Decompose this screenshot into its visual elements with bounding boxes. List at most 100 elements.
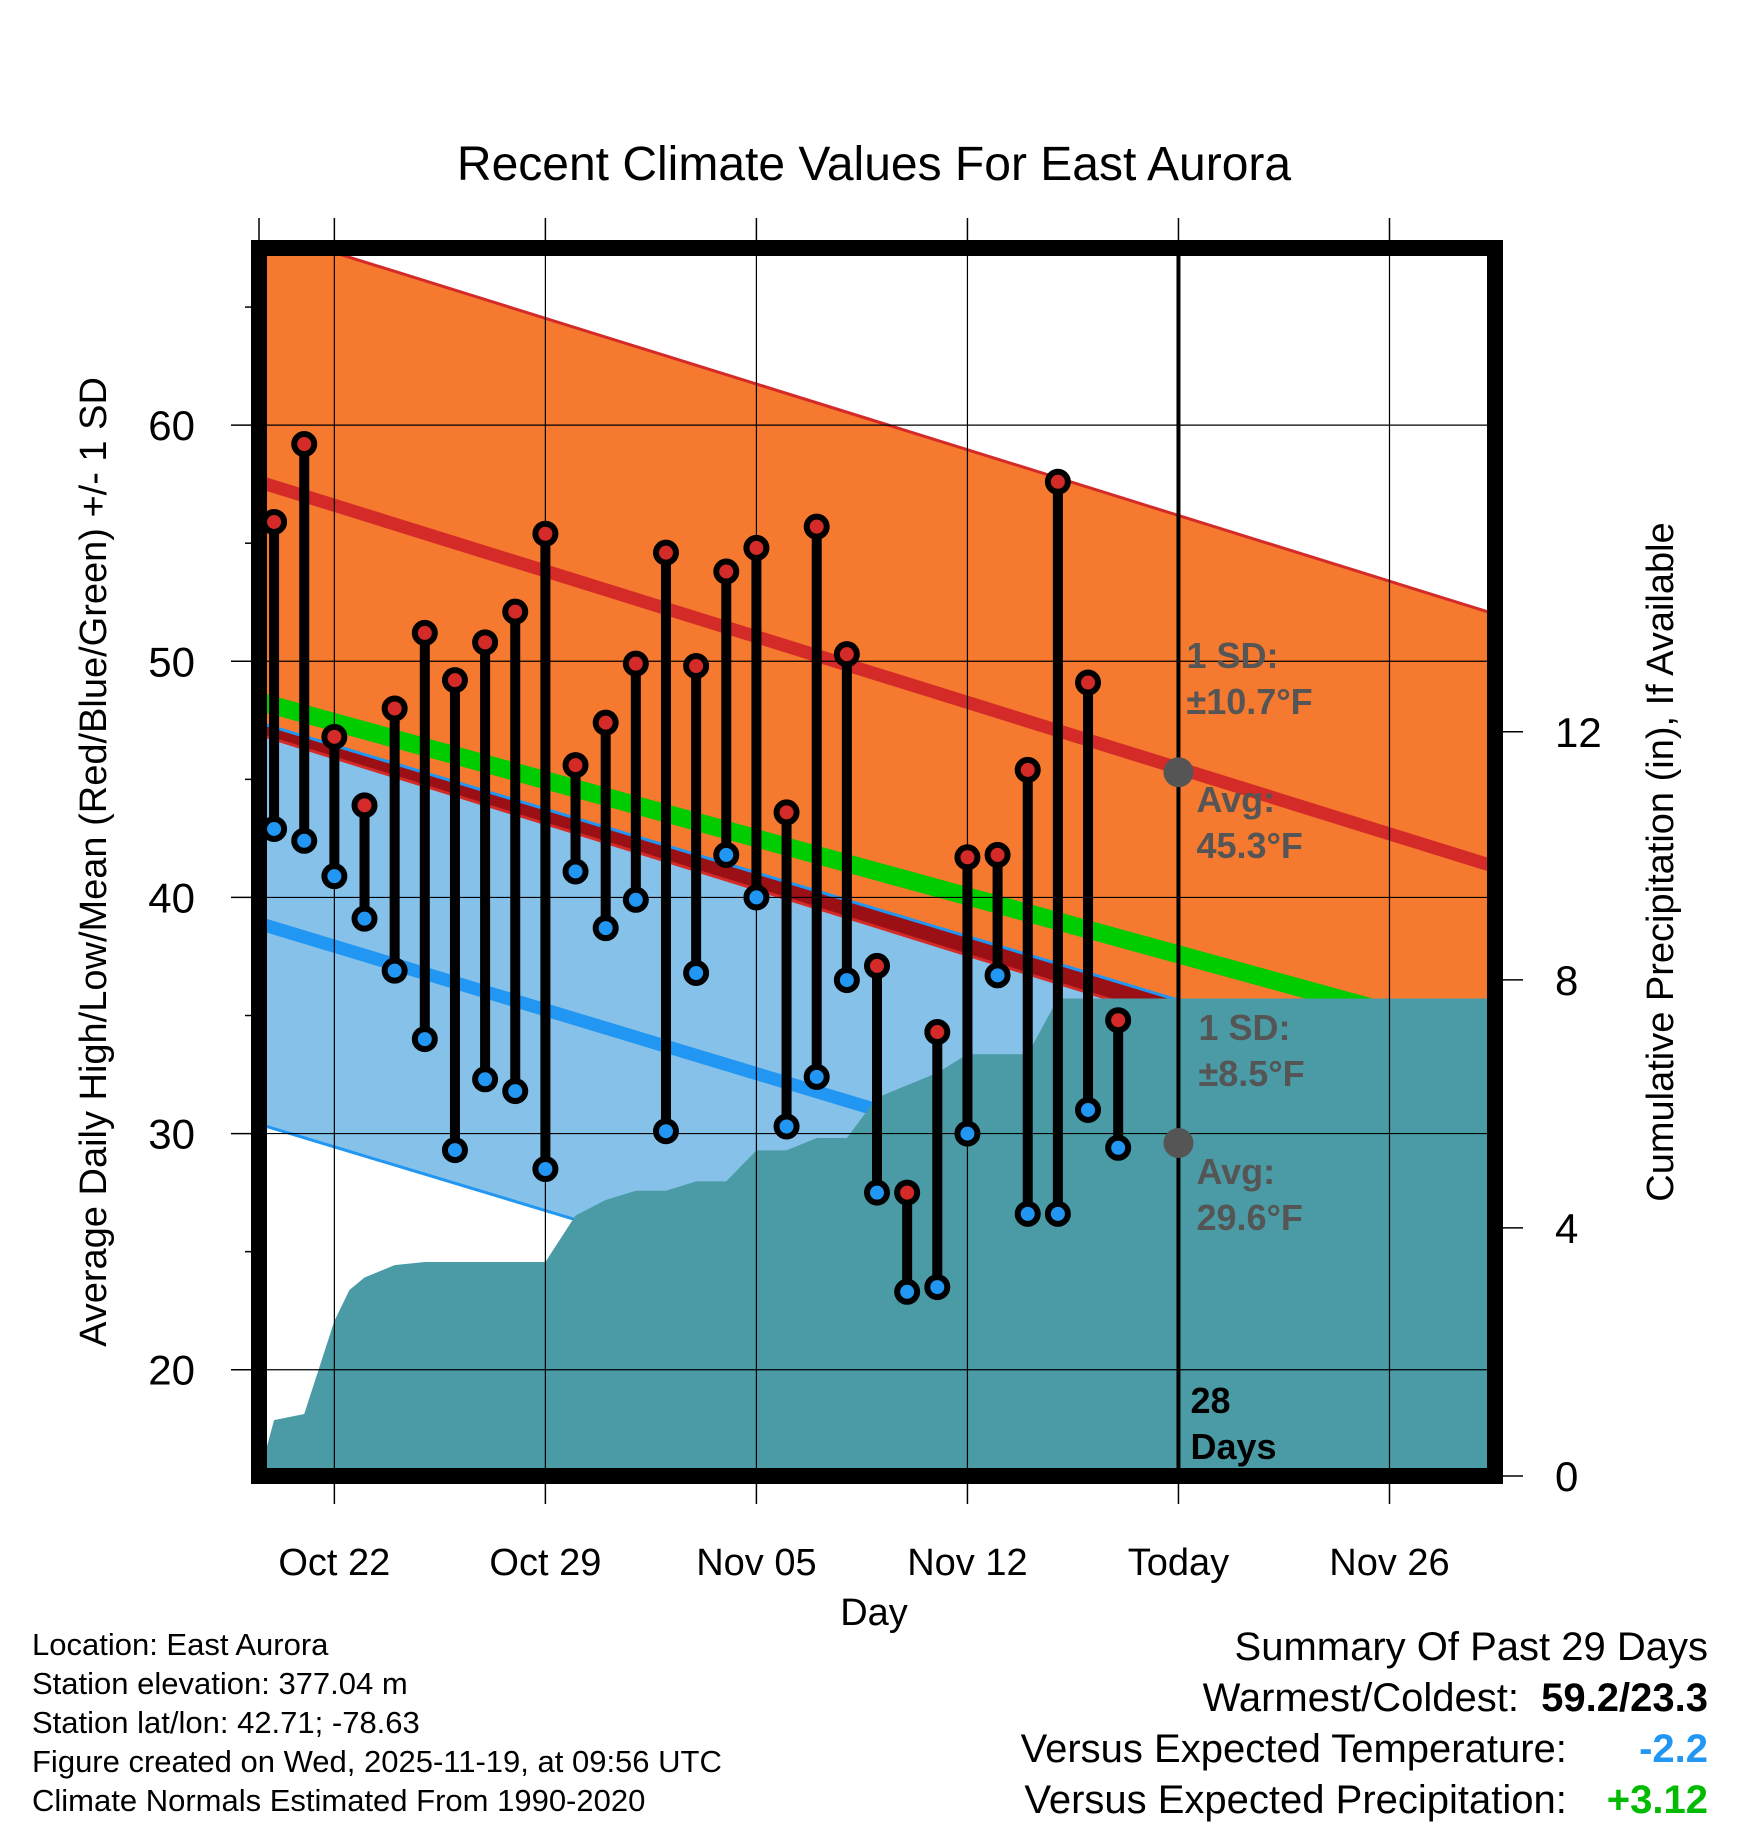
x-tick-label: Nov 12 xyxy=(907,1542,1027,1584)
daily-high-point xyxy=(924,1019,951,1046)
daily-high-point xyxy=(381,695,408,722)
high-sd-band xyxy=(259,248,1495,1120)
daily-high-point xyxy=(261,508,288,535)
daily-low-point xyxy=(502,1078,529,1105)
daily-high-point xyxy=(683,652,710,679)
x-tick-label: Nov 05 xyxy=(696,1542,816,1584)
daily-low-point xyxy=(743,884,770,911)
high-avg-annotation: Avg: 45.3°F xyxy=(1196,779,1302,866)
daily-low-point xyxy=(562,858,589,885)
daily-high-point xyxy=(321,723,348,750)
y2-tick-label: 4 xyxy=(1555,1205,1578,1252)
daily-low-point xyxy=(773,1113,800,1140)
days-label: 28 Days xyxy=(1190,1380,1276,1467)
summary-panel: Summary Of Past 29 Days Warmest/Coldest:… xyxy=(1021,1622,1708,1826)
plot-frame xyxy=(251,240,1503,1484)
warmest-coldest-label: Warmest/Coldest: xyxy=(1202,1676,1519,1720)
daily-high-point xyxy=(351,792,378,819)
daily-low-point xyxy=(984,962,1011,989)
y2-tick-label: 12 xyxy=(1555,709,1602,756)
temp-anomaly-value: -2.2 xyxy=(1639,1727,1708,1771)
temp-anomaly-label: Versus Expected Temperature: xyxy=(1020,1727,1567,1771)
today-high-avg-marker xyxy=(1163,757,1194,788)
daily-high-point xyxy=(622,650,649,677)
daily-low-point xyxy=(1075,1096,1102,1123)
daily-high-point xyxy=(833,641,860,668)
daily-low-point xyxy=(472,1066,499,1093)
figure-created: Figure created on Wed, 2025-11-19, at 09… xyxy=(32,1744,722,1779)
precip-anomaly-label: Versus Expected Precipitation: xyxy=(1024,1778,1567,1822)
station-latlon: Station lat/lon: 42.71; -78.63 xyxy=(32,1705,420,1740)
station-elevation: Station elevation: 377.04 m xyxy=(32,1666,408,1701)
y-tick-label: 40 xyxy=(148,874,195,921)
daily-low-point xyxy=(713,841,740,868)
daily-high-point xyxy=(441,667,468,694)
low-avg-annotation: Avg: 29.6°F xyxy=(1196,1151,1302,1238)
y2-tick-label: 8 xyxy=(1555,957,1578,1004)
x-tick-label: Nov 26 xyxy=(1329,1542,1449,1584)
daily-low-point xyxy=(803,1063,830,1090)
daily-low-point xyxy=(833,967,860,994)
daily-low-point xyxy=(351,905,378,932)
daily-high-point xyxy=(1044,468,1071,495)
y-tick-label: 60 xyxy=(148,402,195,449)
daily-low-point xyxy=(1014,1200,1041,1227)
daily-low-point xyxy=(1105,1134,1132,1161)
x-tick-label: Today xyxy=(1128,1542,1229,1584)
today-low-avg-marker xyxy=(1163,1128,1194,1159)
daily-high-point xyxy=(291,431,318,458)
daily-low-point xyxy=(381,957,408,984)
precip-area xyxy=(259,998,1495,1476)
daily-low-point xyxy=(683,959,710,986)
normal-mean-line xyxy=(259,692,1495,1051)
y2-tick-label: 0 xyxy=(1555,1453,1578,1500)
daily-high-point xyxy=(984,841,1011,868)
daily-low-point xyxy=(291,827,318,854)
daily-high-point xyxy=(1105,1007,1132,1034)
daily-high-point xyxy=(472,629,499,656)
normal-high-line xyxy=(259,475,1495,873)
daily-high-point xyxy=(502,598,529,625)
climate-normals: Climate Normals Estimated From 1990-2020 xyxy=(32,1783,646,1818)
daily-low-point xyxy=(954,1120,981,1147)
daily-low-point xyxy=(1044,1200,1071,1227)
daily-high-point xyxy=(954,844,981,871)
daily-low-point xyxy=(864,1179,890,1206)
daily-high-point xyxy=(562,752,589,779)
daily-low-point xyxy=(411,1026,438,1053)
daily-low-point xyxy=(924,1274,951,1301)
daily-high-point xyxy=(1075,669,1102,696)
daily-high-point xyxy=(411,619,438,646)
station-location: Location: East Aurora xyxy=(32,1627,329,1662)
precip-anomaly-value: +3.12 xyxy=(1606,1778,1708,1822)
y-tick-label: 30 xyxy=(148,1111,195,1158)
daily-high-point xyxy=(532,520,559,547)
warmest-coldest-value: 59.2/23.3 xyxy=(1541,1676,1708,1720)
daily-high-point xyxy=(743,534,770,561)
y-axis-label: Average Daily High/Low/Mean (Red/Blue/Gr… xyxy=(73,377,115,1347)
y-tick-label: 50 xyxy=(148,638,195,685)
x-axis-label: Day xyxy=(840,1592,908,1634)
high-sd-upper-line xyxy=(314,248,1495,616)
daily-low-point xyxy=(441,1137,468,1164)
daily-low-point xyxy=(652,1118,679,1145)
y2-axis-label: Cumulative Precipitation (in), If Availa… xyxy=(1640,522,1682,1201)
daily-high-point xyxy=(592,709,619,736)
chart-title: Recent Climate Values For East Aurora xyxy=(457,138,1291,191)
daily-high-point xyxy=(773,799,800,826)
daily-high-point xyxy=(1014,756,1041,783)
daily-low-point xyxy=(321,863,348,890)
y-tick-label: 20 xyxy=(148,1347,195,1394)
daily-high-point xyxy=(803,513,830,540)
daily-low-point xyxy=(894,1278,921,1305)
daily-high-point xyxy=(652,539,679,566)
low-sd-annotation: 1 SD: ±8.5°F xyxy=(1198,1007,1304,1094)
x-tick-label: Oct 29 xyxy=(489,1542,601,1584)
summary-title: Summary Of Past 29 Days xyxy=(1234,1625,1708,1669)
daily-low-point xyxy=(592,915,619,942)
daily-low-point xyxy=(622,886,649,913)
high-sd-annotation: 1 SD: ±10.7°F xyxy=(1186,635,1312,722)
station-info: Location: East Aurora Station elevation:… xyxy=(32,1625,722,1820)
daily-low-point xyxy=(261,815,288,842)
